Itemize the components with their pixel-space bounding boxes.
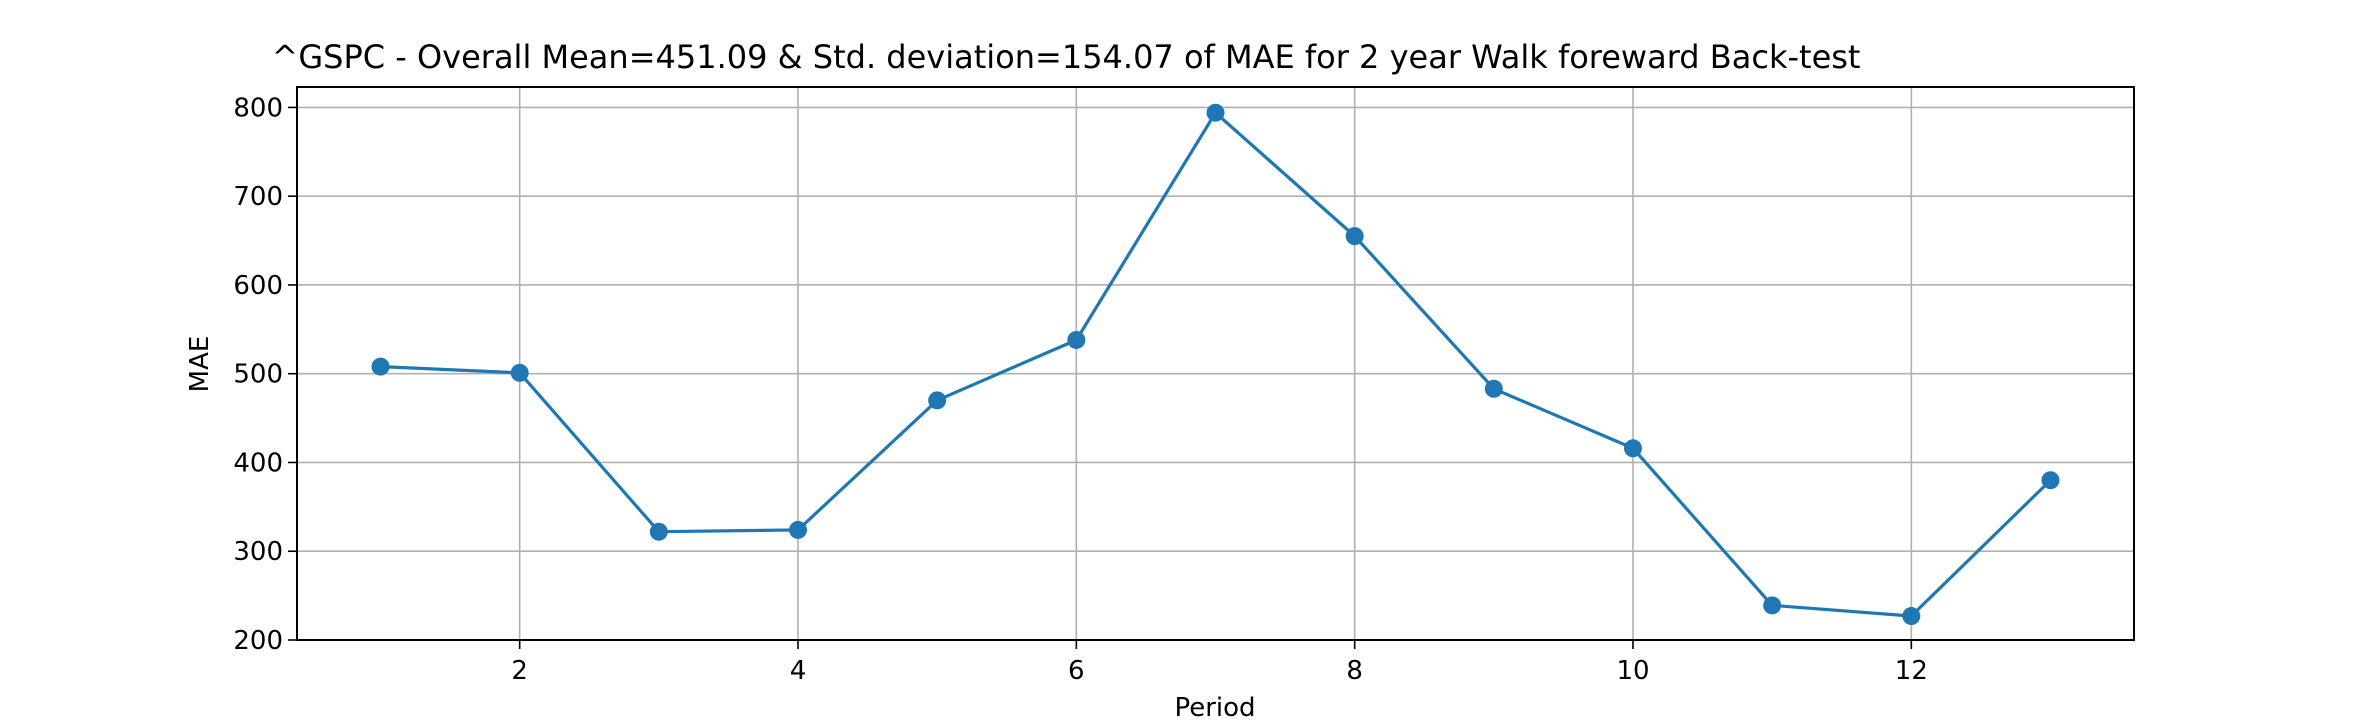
y-tick-label: 500 — [233, 360, 283, 390]
data-point — [1345, 227, 1364, 246]
y-tick-label: 800 — [233, 93, 283, 123]
data-point — [1902, 607, 1921, 626]
y-tick-label: 300 — [233, 537, 283, 567]
y-tick-label: 200 — [233, 626, 283, 656]
data-point — [649, 522, 668, 541]
data-point — [1484, 379, 1503, 398]
x-tick-label: 2 — [511, 656, 528, 686]
series-layer — [371, 103, 2060, 626]
x-tick-label: 10 — [1616, 656, 1649, 686]
plot-frame — [296, 86, 2135, 641]
data-point — [1206, 103, 1225, 122]
data-point — [371, 357, 390, 376]
x-tick-label: 12 — [1895, 656, 1928, 686]
y-tick-label: 600 — [233, 271, 283, 301]
y-axis-label: MAE — [185, 336, 215, 393]
y-tick-label: 400 — [233, 448, 283, 478]
data-point — [789, 520, 807, 539]
y-tick-label: 700 — [233, 182, 283, 212]
data-point — [510, 363, 529, 382]
data-point — [2041, 471, 2060, 490]
data-point — [1624, 439, 1642, 458]
chart-title: ^GSPC - Overall Mean=451.09 & Std. devia… — [272, 38, 1861, 76]
data-point — [1763, 596, 1782, 615]
x-axis-label: Period — [1174, 693, 1255, 720]
x-axis: 2 4 6 8 10 12 — [511, 640, 1928, 686]
x-tick-label: 4 — [790, 656, 807, 686]
data-point — [1067, 330, 1086, 349]
y-axis: 200 300 400 500 600 700 800 — [233, 93, 297, 656]
data-point — [928, 391, 947, 410]
x-tick-label: 6 — [1068, 656, 1085, 686]
x-tick-label: 8 — [1346, 656, 1363, 686]
